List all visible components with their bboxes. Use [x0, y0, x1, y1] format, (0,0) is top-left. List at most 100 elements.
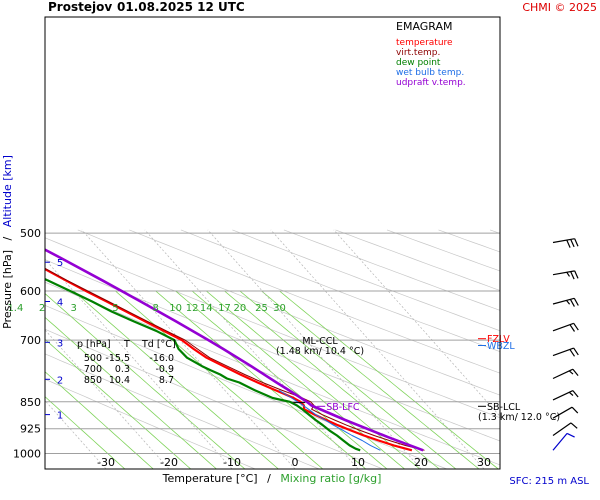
wind-barb-feather: [573, 298, 579, 306]
dry-adiabat: [129, 229, 500, 374]
altitude-tick-label: 3: [57, 338, 63, 349]
series-dew-point: [45, 277, 361, 452]
profile-lines: [45, 248, 425, 452]
dry-adiabat: [180, 229, 500, 353]
wind-barb-feather: [571, 406, 579, 414]
wind-barb-shaft: [552, 422, 572, 436]
pressure-tick-label: 700: [20, 334, 41, 347]
mixing-ratio-line: [175, 290, 388, 469]
legend-item: temperature: [396, 38, 453, 48]
wind-barb-feather: [569, 349, 575, 357]
temperature-tick-label: 30: [477, 456, 491, 469]
legend-item: wet bulb temp.: [396, 68, 464, 78]
isotherm: [333, 229, 500, 417]
copyright: CHMI © 2025: [522, 1, 597, 14]
surface-note: SFC: 215 m ASL: [509, 476, 589, 487]
table-cell: 700: [84, 364, 102, 375]
table-cell: 850: [84, 375, 102, 386]
dry-adiabat: [45, 378, 256, 469]
wind-barb-feather: [572, 368, 579, 376]
wind-barb-feather: [570, 239, 575, 248]
altitude-axis-ticks: 1 2 3 4 5: [45, 258, 63, 422]
mixing-ratio-line: [191, 290, 405, 469]
mixing-ratio-line: [279, 290, 499, 469]
temperature-tick-label: 20: [414, 456, 428, 469]
temperature-axis-title: Temperature [°C]: [162, 472, 258, 485]
temperature-tick-label: 0: [292, 456, 299, 469]
legend-item: virt.temp.: [396, 48, 440, 58]
station-name: Prostejov: [48, 0, 112, 14]
sounding-table: p [hPa] T Td [°C] 500 -15.5 -16.0 700 0.3 -0.9 85…: [77, 339, 176, 386]
mixing-ratio-axis-title: Mixing ratio [g/kg]: [280, 472, 381, 485]
wind-barb-feather: [570, 422, 578, 429]
temperature-tick-label: -20: [160, 456, 178, 469]
mixing-ratio-label: 25: [255, 303, 268, 314]
wind-barb-feather: [574, 270, 579, 279]
wind-barb-feather: [566, 432, 575, 438]
table-header: Td [°C]: [141, 339, 176, 350]
altitude-tick-label: 1: [57, 411, 63, 422]
svg-text:Temperature [°C] / Mix: Temperature [°C] / Mixing ratio [g/kg]: [162, 472, 382, 485]
mixing-ratio-label: 3: [71, 303, 77, 314]
mixing-ratio-label: 5: [112, 303, 118, 314]
y-axis-title-separator: /: [1, 236, 14, 240]
wind-barb-shaft: [552, 433, 568, 451]
mixing-ratio-label: 14: [200, 303, 213, 314]
wind-barb-feather: [573, 322, 579, 331]
altitude-tick-label: 2: [57, 375, 63, 386]
pressure-tick-label: 1000: [13, 448, 41, 461]
mixing-ratio-line: [45, 316, 217, 469]
mixing-ratio-line: [45, 396, 126, 469]
pressure-tick-label: 925: [20, 423, 41, 436]
wind-barb-feather: [568, 370, 574, 375]
series-temperature: [45, 267, 413, 452]
table-cell: 500: [84, 353, 102, 364]
mixing-ratio-line: [45, 293, 246, 469]
dry-adiabat: [77, 229, 500, 396]
wind-barb: [552, 322, 579, 332]
x-axis-ticks: -30 -20 -10 0 10 20 30: [97, 456, 491, 469]
table-header: T: [123, 339, 130, 350]
mixing-ratio-line: [73, 290, 279, 469]
sb-lfc-label: SB-LFC: [326, 402, 360, 413]
wind-barb-feather: [566, 300, 571, 305]
sb-lcl-value: (1.3 km/ 12.0 °C): [478, 412, 560, 423]
pressure-axis-title: Pressure [hPa]: [1, 250, 14, 329]
wind-barb-shaft: [552, 406, 573, 419]
wind-barb-feather: [566, 271, 571, 277]
altitude-tick-label: 4: [57, 298, 63, 309]
table-cell: -0.9: [155, 364, 174, 375]
table-cell: 8.7: [159, 375, 174, 386]
table-cell: -15.5: [105, 353, 130, 364]
series-virt-temp-: [45, 267, 425, 451]
dry-adiabat: [45, 353, 320, 469]
temperature-tick-label: -30: [97, 456, 115, 469]
wind-barb-feather: [573, 347, 579, 356]
table-cell: 10.4: [109, 375, 130, 386]
sounding-datetime: 01.08.2025 12 UTC: [117, 0, 245, 14]
wind-barb-feather: [568, 391, 574, 396]
table-header: p [hPa]: [77, 339, 111, 350]
level-label-fzlv: FZLV: [487, 334, 510, 345]
wind-barb-shaft: [552, 322, 574, 332]
mixing-ratio-line: [45, 371, 154, 469]
wind-barb-shaft: [552, 368, 574, 380]
pressure-axis-ticks: 500 600 700 850 925 1000: [13, 227, 41, 460]
mixing-ratio-line: [239, 290, 457, 469]
dry-adiabat: [45, 259, 500, 442]
dry-adiabat: [283, 229, 500, 311]
wind-barb-shaft: [552, 347, 574, 357]
legend-item: dew point: [396, 58, 441, 68]
level-label-wbzl: WBZL: [487, 341, 515, 352]
wind-barb: [552, 422, 578, 436]
plot-area: [45, 17, 500, 469]
pressure-tick-label: 500: [20, 227, 41, 240]
mixing-ratio-label: 17: [218, 303, 231, 314]
dry-adiabat: [335, 229, 500, 291]
altitude-axis-title: Altitude [km]: [1, 155, 14, 227]
ml-ccl-label: ML-CCL: [302, 336, 338, 347]
wind-barb: [552, 270, 579, 280]
